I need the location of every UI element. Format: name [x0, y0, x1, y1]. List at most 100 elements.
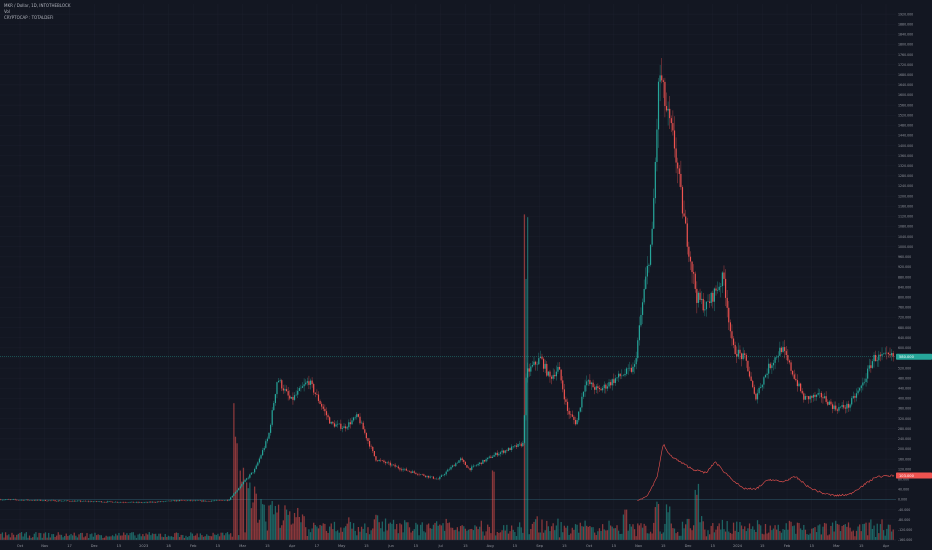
- candle-body: [792, 370, 794, 375]
- volume-bar: [546, 520, 548, 540]
- candle-body: [314, 392, 316, 394]
- symbol-title[interactable]: MKR / Dollar, 1D, INTOTHEBLOCK: [4, 3, 71, 8]
- volume-bar: [351, 528, 353, 540]
- volume-bar: [785, 523, 787, 540]
- volume-bar: [667, 512, 669, 540]
- candle-body: [43, 500, 45, 501]
- volume-bar: [691, 530, 693, 540]
- candle-body: [311, 380, 313, 385]
- volume-bar: [60, 534, 63, 540]
- volume-bar: [332, 529, 334, 540]
- time-tick-label: 15: [760, 544, 765, 548]
- volume-bar: [99, 535, 101, 540]
- volume-bar: [139, 533, 141, 540]
- candle-body: [732, 338, 735, 345]
- volume-bar: [303, 516, 305, 540]
- volume-bar: [485, 531, 487, 540]
- volume-bar: [166, 536, 168, 540]
- volume-bar: [857, 526, 859, 540]
- candle-body: [137, 502, 139, 503]
- volume-bar: [560, 521, 562, 540]
- candle-body: [281, 380, 283, 389]
- volume-bar: [177, 532, 179, 540]
- time-tick-label: 18: [166, 544, 171, 548]
- candle-body: [605, 384, 607, 389]
- candle-body: [579, 407, 581, 412]
- candle-body: [677, 162, 679, 169]
- volume-bar: [806, 534, 808, 540]
- volume-bar: [892, 529, 894, 540]
- volume-indicator-label[interactable]: Vol: [4, 9, 10, 14]
- candle-body: [643, 288, 645, 303]
- candle-body: [394, 464, 396, 467]
- volume-bar: [581, 526, 583, 540]
- volume-bar: [282, 520, 285, 540]
- time-tick-label: Apr: [289, 544, 296, 548]
- time-tick-label: 15: [117, 544, 122, 548]
- volume-bar: [349, 521, 352, 540]
- candle-body: [255, 465, 257, 469]
- candle-body: [265, 441, 267, 448]
- price-axis[interactable]: -160.000 -120.000 -80.000 -40.000 0.000 40.00…: [898, 12, 913, 542]
- candle-body: [289, 395, 291, 399]
- volume-bar: [402, 532, 404, 540]
- candle-body: [756, 393, 759, 400]
- volume-bar: [780, 532, 783, 540]
- volume-bar: [479, 526, 481, 540]
- volume-bar: [297, 507, 299, 540]
- time-axis[interactable]: Oct Nov 17 Dec 15 2023 18 Feb 15 Mar 15 Apr 17 May 15 J…: [0, 539, 896, 548]
- candle-body: [769, 363, 771, 368]
- volume-bar: [161, 536, 163, 540]
- candle-body: [590, 382, 593, 385]
- volume-bar: [518, 522, 521, 540]
- volume-bar: [335, 531, 337, 540]
- time-tick-label: 15: [513, 544, 518, 548]
- candle-body: [552, 374, 554, 379]
- volume-bar: [756, 520, 759, 540]
- volume-bar: [410, 532, 412, 540]
- candle-body: [710, 292, 712, 303]
- volume-bar: [807, 534, 810, 540]
- volume-bar: [314, 524, 316, 540]
- volume-bar: [100, 535, 103, 540]
- volume-bar: [873, 525, 875, 540]
- volume-bar: [343, 527, 345, 540]
- volume-bar: [649, 531, 652, 540]
- volume-bar: [541, 519, 543, 540]
- volume-bar: [111, 535, 114, 540]
- volume-bar: [386, 530, 388, 540]
- candle-body: [723, 272, 725, 279]
- candle-body: [632, 366, 634, 372]
- candle-body: [514, 445, 516, 447]
- candle-body: [507, 448, 510, 451]
- candle-body: [740, 353, 743, 360]
- volume-bar: [729, 532, 732, 540]
- volume-bar: [365, 533, 368, 540]
- candle-body: [405, 468, 407, 471]
- volume-bar: [656, 501, 658, 540]
- volume-bar: [774, 525, 776, 540]
- price-tick-label: 1160.000: [898, 204, 913, 208]
- volume-bar: [849, 527, 851, 540]
- candle-body: [333, 423, 336, 427]
- volume-bar: [319, 524, 321, 540]
- candle-body: [878, 354, 880, 361]
- volume-bar: [538, 532, 540, 540]
- defi-indicator-label[interactable]: CRYPTOCAP : TOTALDEFI: [4, 15, 54, 20]
- volume-bar: [1, 532, 4, 540]
- candle-body: [231, 495, 233, 498]
- candle-body: [777, 355, 779, 358]
- candle-body: [546, 363, 548, 376]
- time-tick-label: 15: [661, 544, 666, 548]
- candle-body: [273, 403, 275, 411]
- candle-body: [539, 356, 541, 359]
- volume-bar: [466, 530, 468, 540]
- volume-bar: [670, 523, 672, 540]
- candle-body: [737, 349, 739, 357]
- price-tick-label: 360.000: [898, 407, 911, 411]
- volume-bar: [113, 536, 115, 540]
- volume-bar: [415, 522, 417, 540]
- candle-body: [731, 331, 733, 339]
